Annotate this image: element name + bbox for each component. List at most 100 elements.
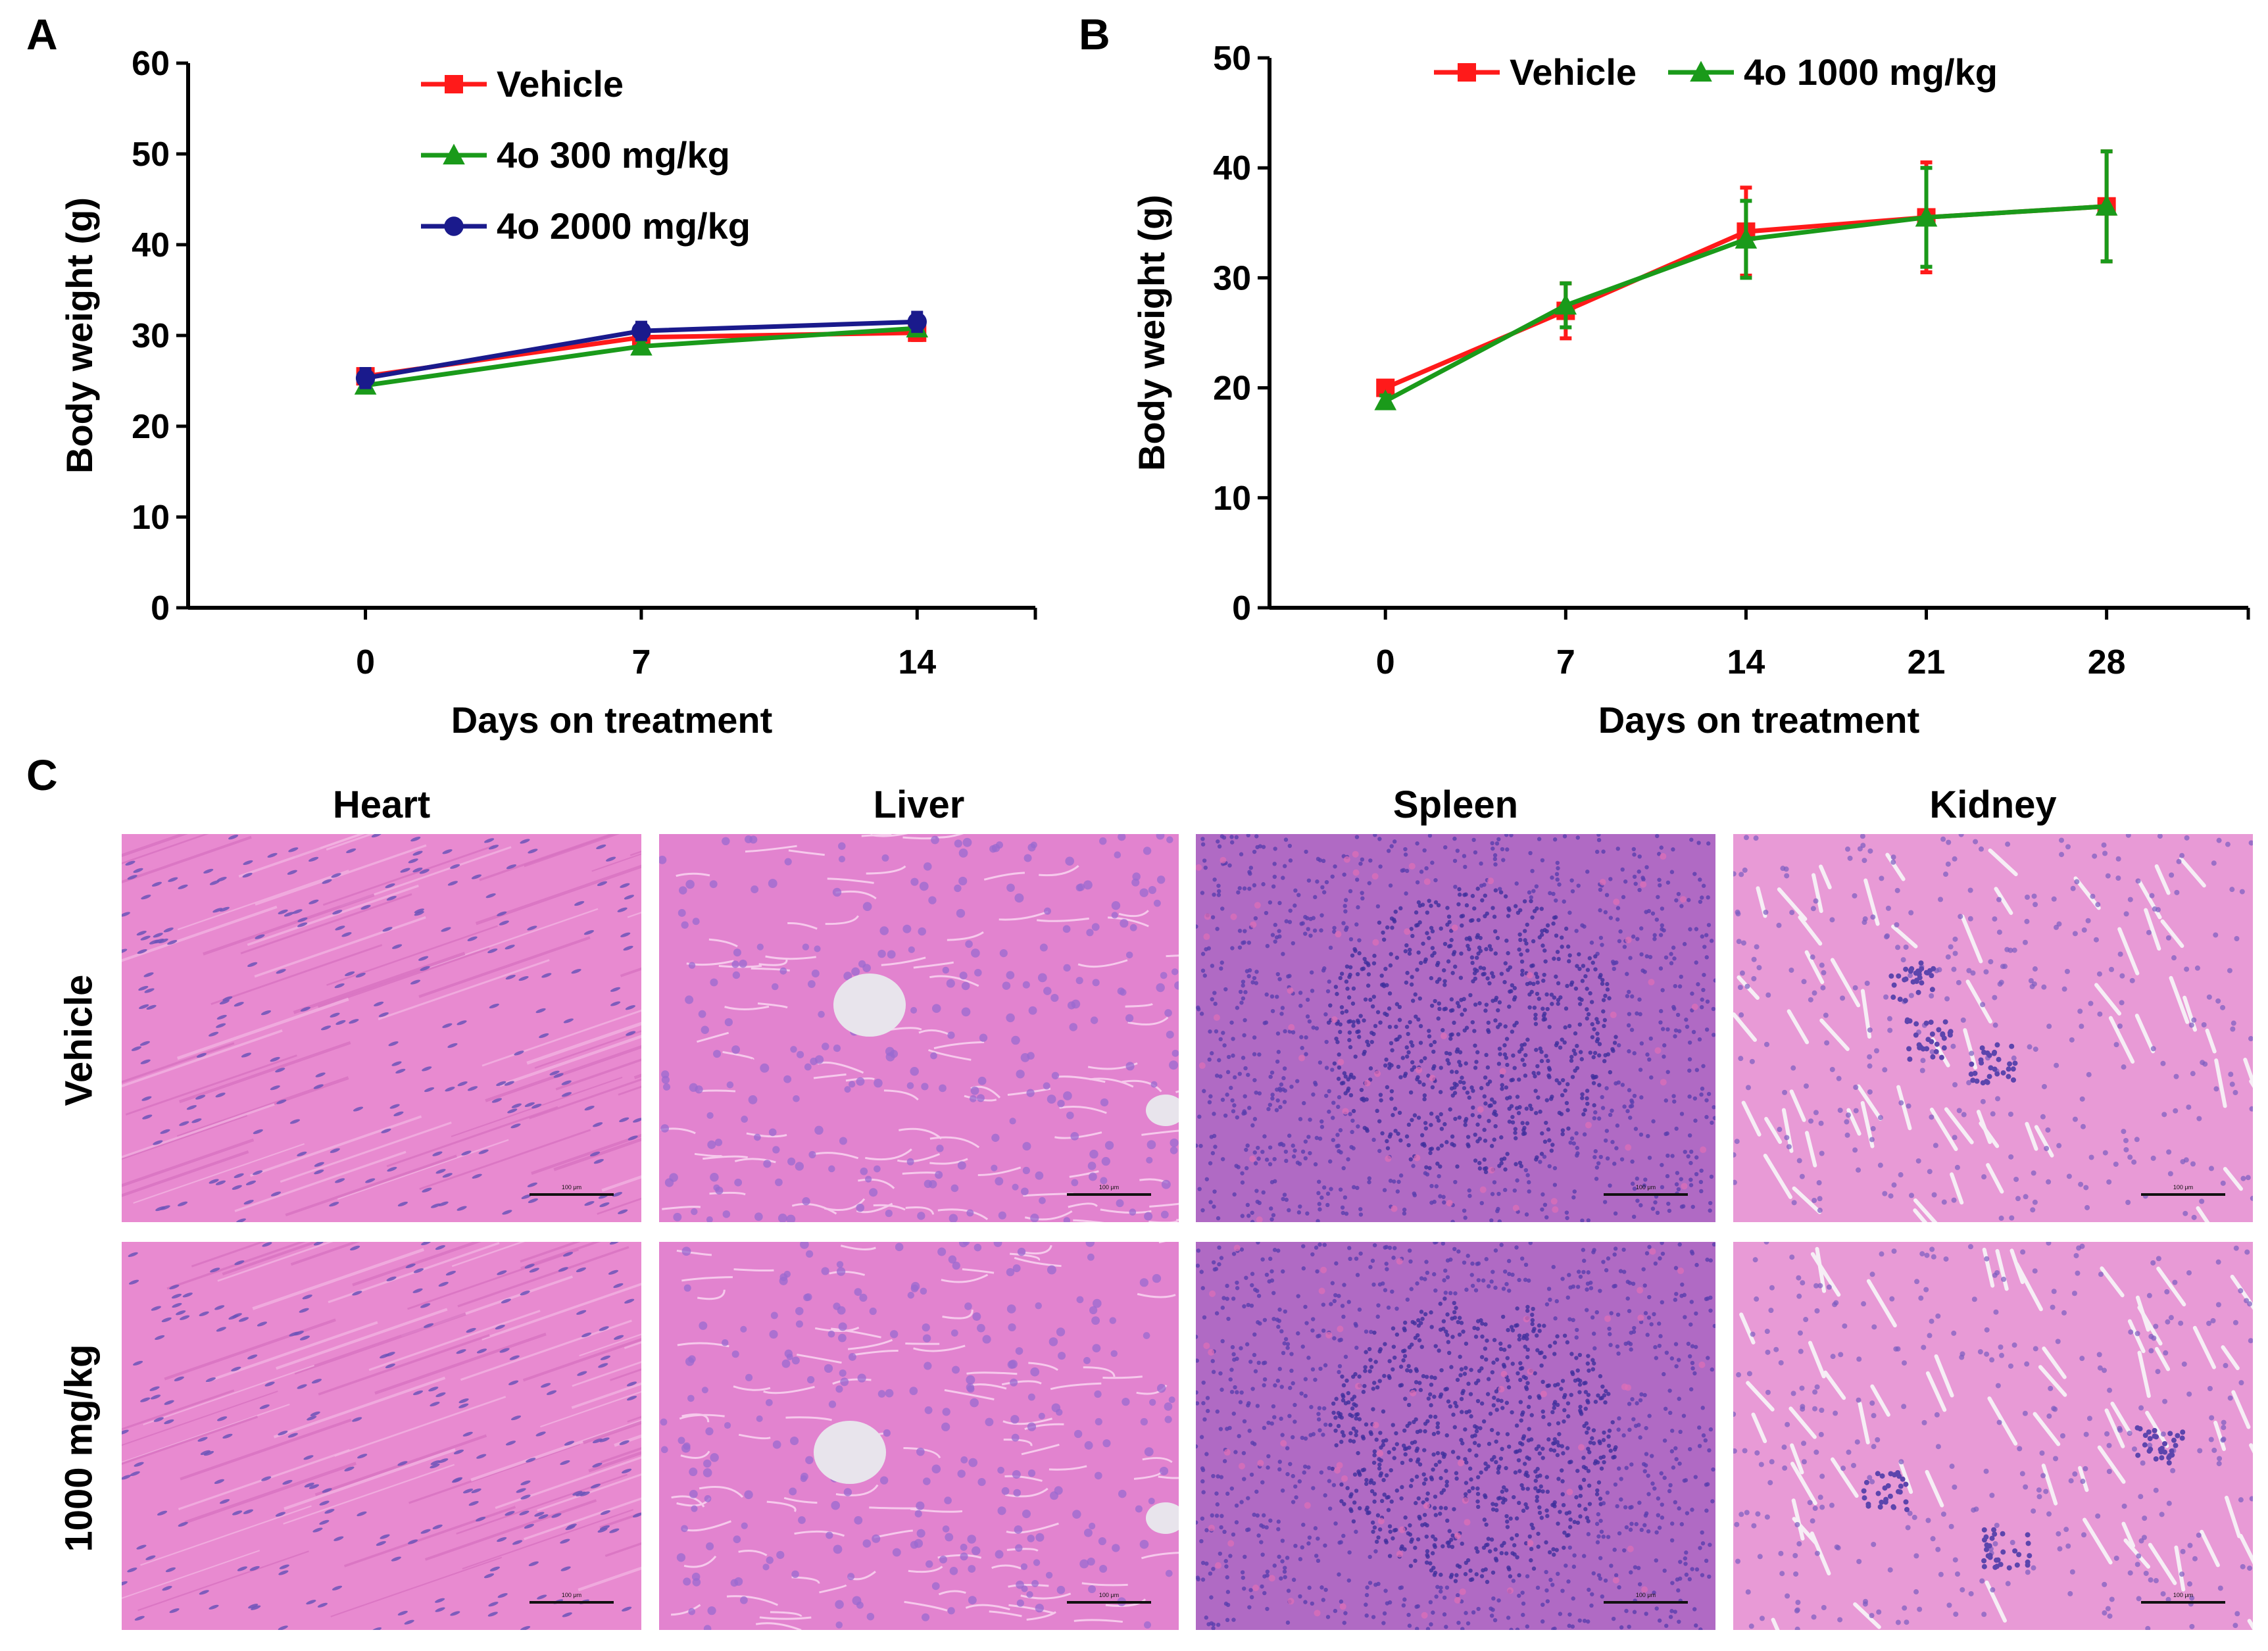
lymphocyte (1592, 1103, 1596, 1108)
lymphocyte (1225, 1575, 1229, 1580)
lymphocyte (1491, 1360, 1496, 1365)
nucleus (172, 1302, 182, 1308)
nucleus (1079, 1559, 1089, 1569)
lymphocyte (1587, 1368, 1591, 1373)
muscle-fiber (378, 959, 550, 1020)
nucleus (566, 1523, 577, 1529)
red-pulp (1287, 987, 1294, 994)
lymphocyte (1466, 1254, 1470, 1258)
nucleus (971, 949, 980, 958)
lymphocyte (1275, 1098, 1280, 1103)
nucleus (872, 1534, 881, 1543)
lymphocyte (1318, 1428, 1322, 1433)
lymphocyte (1611, 1616, 1616, 1621)
lymphocyte (1544, 1098, 1549, 1102)
lymphocyte (1328, 945, 1333, 950)
muscle-fiber (290, 1242, 360, 1266)
lymphocyte (1552, 1166, 1558, 1171)
lymphocyte (1390, 1289, 1394, 1294)
nucleus (577, 1371, 587, 1376)
lymphocyte (1343, 1091, 1348, 1096)
lymphocyte (1450, 1134, 1455, 1139)
nucleus (312, 1527, 323, 1533)
lymphocyte (1540, 929, 1544, 933)
lymphocyte (1462, 1260, 1467, 1265)
lymphocyte (1235, 1115, 1240, 1120)
lymphocyte (1453, 1400, 1458, 1406)
nucleus (284, 912, 294, 917)
lymphocyte (1220, 960, 1224, 965)
lymphocyte (1454, 1471, 1459, 1475)
lymphocyte (1674, 1291, 1679, 1296)
red-pulp (1256, 1216, 1263, 1222)
nucleus (1738, 1012, 1744, 1018)
lymphocyte (1307, 1585, 1312, 1590)
nucleus (703, 1468, 712, 1477)
nucleus (784, 858, 792, 866)
nucleus (2119, 1000, 2125, 1006)
lymphocyte (1327, 1089, 1331, 1094)
chart-a-x-tick-label: 7 (631, 643, 651, 681)
nucleus (1006, 883, 1015, 893)
nucleus (1012, 1264, 1021, 1273)
lymphocyte (1385, 1495, 1389, 1500)
lymphocyte (1658, 933, 1664, 937)
nucleus (276, 1099, 287, 1104)
lymphocyte (1408, 1090, 1414, 1095)
nucleus (685, 995, 694, 1004)
muscle-fiber (419, 1129, 591, 1191)
lymphocyte (1456, 1249, 1461, 1254)
lymphocyte (1413, 1558, 1418, 1564)
lymphocyte (1442, 1121, 1447, 1127)
lymphocyte (1429, 1043, 1433, 1048)
nucleus (253, 1129, 263, 1135)
lymphocyte (1476, 1504, 1481, 1510)
lymphocyte (1560, 1589, 1565, 1593)
lymphocyte (1423, 1121, 1428, 1125)
lymphocyte (1209, 1595, 1214, 1600)
lymphocyte (1199, 1435, 1204, 1439)
sinusoid (902, 1171, 939, 1175)
nucleus (2045, 1127, 2051, 1133)
lymphocyte (1412, 1113, 1418, 1118)
nucleus (991, 1164, 998, 1171)
nucleus (471, 1488, 481, 1494)
lymphocyte (1252, 1332, 1257, 1337)
lymphocyte (1427, 1166, 1432, 1170)
nucleus (828, 1165, 835, 1173)
lymphocyte (1371, 1137, 1376, 1143)
lymphocyte (1403, 949, 1408, 954)
nucleus (958, 876, 968, 886)
lymphocyte (1703, 1438, 1708, 1443)
lymphocyte (1522, 1131, 1527, 1136)
lymphocyte (1660, 923, 1665, 928)
lymphocyte (1321, 1328, 1326, 1333)
nucleus (247, 962, 258, 968)
nucleus (2125, 1199, 2131, 1205)
lymphocyte (1452, 858, 1458, 863)
lymphocyte (1225, 1491, 1230, 1496)
sinusoid (1102, 1375, 1143, 1379)
lymphocyte (1638, 1398, 1643, 1402)
nucleus (866, 1612, 875, 1621)
nucleus (432, 1151, 443, 1156)
nucleus (1882, 1191, 1888, 1196)
lymphocyte (1456, 1620, 1461, 1625)
lymphocyte (1596, 1573, 1602, 1578)
lymphocyte (1655, 1210, 1660, 1216)
nucleus (489, 1566, 500, 1571)
muscle-fiber (252, 1248, 424, 1310)
lymphocyte (1483, 893, 1487, 898)
lymphocyte (1392, 1456, 1396, 1460)
nucleus (413, 1268, 424, 1273)
lymphocyte (1255, 1199, 1260, 1204)
lymphocyte (1595, 1031, 1600, 1036)
sinusoid (1100, 1208, 1152, 1214)
nucleus (128, 1279, 139, 1285)
lymphocyte (1546, 1287, 1552, 1291)
histology-image-spleen-dose (1196, 1242, 1715, 1630)
nucleus (1111, 912, 1118, 919)
lymphocyte (1360, 891, 1364, 895)
nucleus (1840, 995, 1846, 1001)
lymphocyte (1575, 964, 1579, 968)
